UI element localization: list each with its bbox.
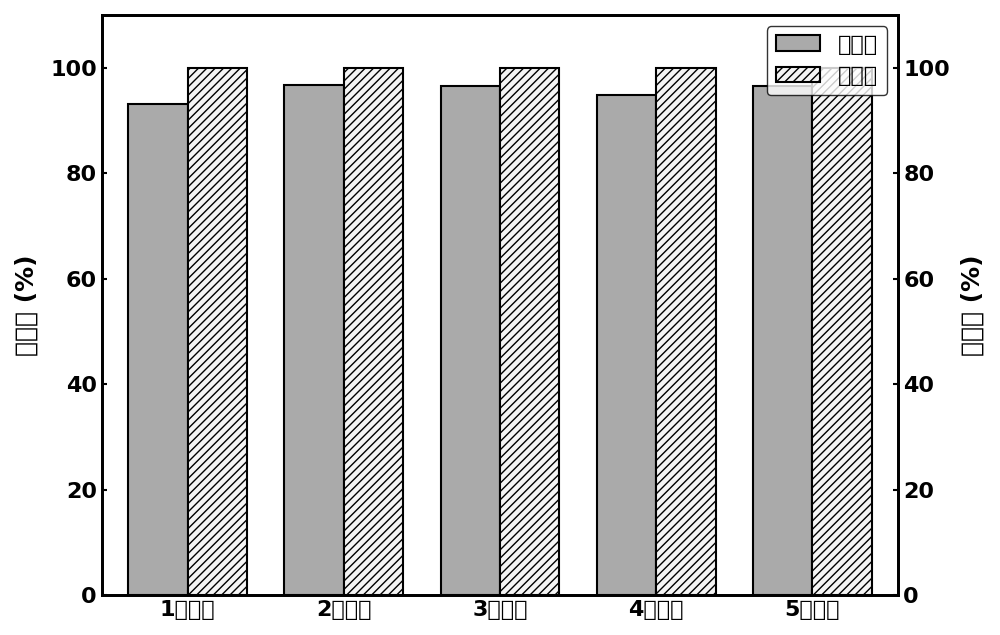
Bar <box>597 95 656 595</box>
Legend: 转化率, 选择性: 转化率, 选择性 <box>767 26 887 95</box>
Bar <box>188 68 247 595</box>
Bar <box>441 86 500 595</box>
Y-axis label: 选择性 (%): 选择性 (%) <box>961 255 985 356</box>
Bar <box>284 84 344 595</box>
Y-axis label: 转化率 (%): 转化率 (%) <box>15 255 39 356</box>
Bar <box>812 68 872 595</box>
Bar <box>500 68 559 595</box>
Bar <box>753 86 812 595</box>
Bar <box>344 68 403 595</box>
Bar <box>128 104 188 595</box>
Bar <box>656 68 716 595</box>
